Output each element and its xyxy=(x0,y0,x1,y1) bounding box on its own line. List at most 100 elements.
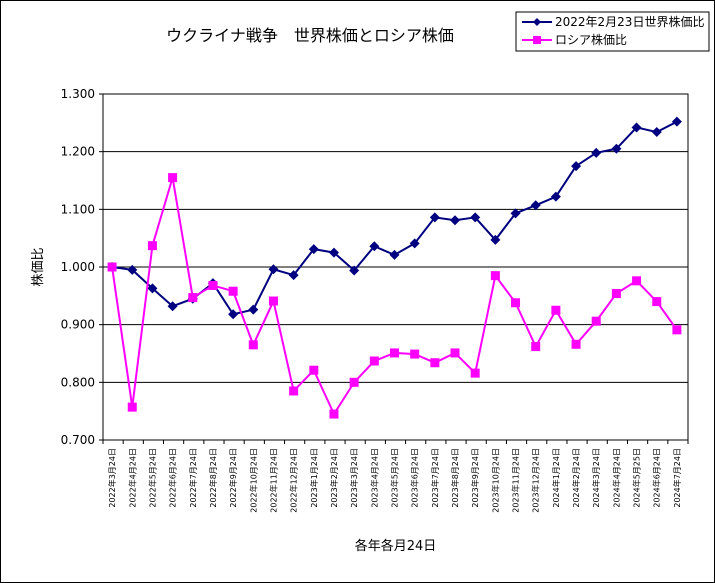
data-point-diamond xyxy=(571,161,582,172)
x-tick-label: 2023年10月24日 xyxy=(490,448,500,513)
data-point-square xyxy=(511,298,521,308)
data-point-diamond xyxy=(550,191,561,202)
gridlines xyxy=(103,151,688,383)
y-axis-ticks: 0.700 0.800 0.900 1.000 1.100 1.200 1.300 xyxy=(61,87,103,447)
data-point-diamond xyxy=(228,309,239,320)
y-tick-label: 0.700 xyxy=(61,433,95,447)
x-tick-label: 2024年1月24日 xyxy=(551,448,561,508)
x-axis-label: 各年各月24日 xyxy=(355,538,437,554)
data-point-square xyxy=(107,262,117,272)
data-point-diamond xyxy=(248,304,259,315)
legend-label-russia: ロシア株価比 xyxy=(555,32,627,47)
data-point-diamond xyxy=(611,143,622,154)
x-tick-label: 2022年8月24日 xyxy=(208,448,218,508)
x-tick-label: 2023年11月24日 xyxy=(511,448,521,513)
data-point-square xyxy=(591,316,601,326)
x-tick-label: 2022年6月24日 xyxy=(168,448,178,508)
data-point-diamond xyxy=(349,265,360,276)
data-point-diamond xyxy=(167,301,178,312)
data-point-square xyxy=(329,409,339,419)
data-point-diamond xyxy=(308,244,319,255)
data-point-diamond xyxy=(429,212,440,223)
data-point-square xyxy=(632,276,642,286)
y-tick-label: 0.800 xyxy=(61,375,95,389)
data-point-square xyxy=(127,402,137,412)
x-tick-label: 2024年6月24日 xyxy=(652,448,662,508)
legend-entry-russia: ロシア株価比 xyxy=(522,32,627,47)
y-tick-label: 0.900 xyxy=(61,318,95,332)
x-tick-label: 2022年4月24日 xyxy=(127,448,137,508)
series-group xyxy=(107,116,682,419)
x-tick-label: 2023年1月24日 xyxy=(309,448,319,508)
data-point-diamond xyxy=(389,249,400,260)
data-point-square xyxy=(268,296,278,306)
data-point-square xyxy=(531,342,541,352)
x-tick-label: 2024年3月24日 xyxy=(591,448,601,508)
y-tick-label: 1.100 xyxy=(61,202,95,216)
data-point-square xyxy=(470,368,480,378)
x-tick-label: 2022年12月24日 xyxy=(289,448,299,513)
x-axis-ticks: 2022年3月24日 2022年4月24日 2022年5月24日 2022年6月24日… xyxy=(102,440,689,513)
x-tick-label: 2022年3月24日 xyxy=(107,448,117,508)
legend-marker-square-icon xyxy=(533,36,541,44)
data-point-diamond xyxy=(127,264,138,275)
y-axis-label: 株価比 xyxy=(31,247,46,286)
x-tick-label: 2023年8月24日 xyxy=(450,448,460,508)
x-tick-label: 2022年7月24日 xyxy=(188,448,198,508)
data-point-square xyxy=(369,356,379,366)
data-point-diamond xyxy=(288,270,299,281)
data-point-square xyxy=(450,348,460,358)
legend-box xyxy=(515,11,710,52)
x-tick-label: 2023年7月24日 xyxy=(430,448,440,508)
data-point-diamond xyxy=(450,215,461,226)
data-point-square xyxy=(147,241,157,251)
y-tick-label: 1.000 xyxy=(61,260,95,274)
data-point-square xyxy=(410,349,420,359)
legend-entry-world: 2022年2月23日世界株価比 xyxy=(522,14,704,29)
x-tick-label: 2023年2月24日 xyxy=(329,448,339,508)
y-tick-label: 1.300 xyxy=(61,87,95,101)
data-point-square xyxy=(188,293,198,303)
data-point-square xyxy=(430,358,440,368)
x-tick-label: 2024年7月24日 xyxy=(672,448,682,508)
data-point-square xyxy=(390,348,399,358)
data-point-diamond xyxy=(268,264,279,275)
data-point-square xyxy=(349,377,359,387)
series-line xyxy=(111,120,678,316)
data-point-square xyxy=(611,289,621,299)
x-tick-label: 2024年4月24日 xyxy=(611,448,621,508)
series-russia-stock xyxy=(107,173,682,419)
data-point-diamond xyxy=(369,241,380,252)
x-tick-label: 2022年11月24日 xyxy=(268,448,278,513)
x-tick-label: 2022年10月24日 xyxy=(248,448,258,513)
x-tick-label: 2023年6月24日 xyxy=(410,448,420,508)
x-tick-label: 2023年3月24日 xyxy=(349,448,359,508)
data-point-square xyxy=(168,173,178,183)
legend-marker-diamond-icon xyxy=(533,18,541,26)
data-point-diamond xyxy=(631,122,642,133)
data-point-diamond xyxy=(490,234,501,245)
chart-title: ウクライナ戦争 世界株価とロシア株価 xyxy=(166,26,454,45)
legend: 2022年2月23日世界株価比 ロシア株価比 xyxy=(515,11,710,52)
data-point-diamond xyxy=(651,127,662,138)
data-point-square xyxy=(309,365,319,375)
data-point-square xyxy=(551,305,561,315)
data-point-square xyxy=(652,297,662,307)
x-tick-label: 2023年5月24日 xyxy=(390,448,400,508)
data-point-square xyxy=(289,386,299,396)
data-point-square xyxy=(571,339,581,349)
x-tick-label: 2023年9月24日 xyxy=(470,448,480,508)
x-tick-label: 2024年5月25日 xyxy=(632,448,642,508)
data-point-diamond xyxy=(671,116,682,127)
data-point-square xyxy=(490,271,500,281)
legend-label-world: 2022年2月23日世界株価比 xyxy=(555,14,704,29)
data-point-diamond xyxy=(409,238,420,249)
data-point-diamond xyxy=(530,200,541,211)
data-point-square xyxy=(248,340,258,350)
data-point-diamond xyxy=(591,147,602,158)
x-tick-label: 2023年12月24日 xyxy=(531,448,541,513)
y-tick-label: 1.200 xyxy=(61,145,95,159)
data-point-diamond xyxy=(470,212,481,223)
x-tick-label: 2024年2月24日 xyxy=(571,448,581,508)
